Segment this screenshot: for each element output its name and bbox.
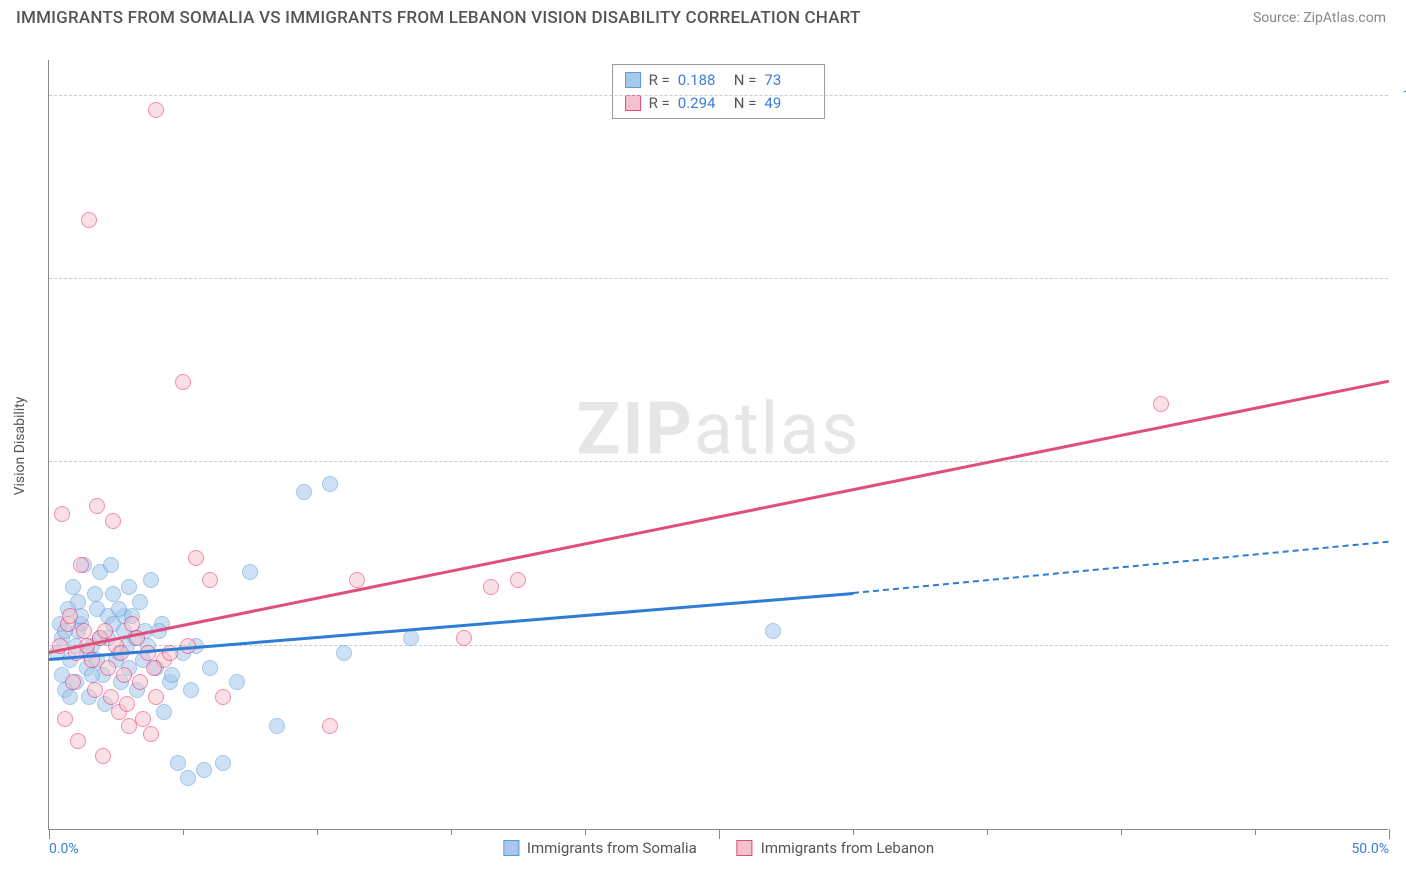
x-tick [1389,829,1390,839]
data-point [296,484,312,500]
x-tick-minor [585,829,586,835]
data-point [164,667,180,683]
data-point [180,770,196,786]
data-point [202,660,218,676]
data-point [105,513,121,529]
data-point [215,755,231,771]
data-point [76,623,92,639]
data-point [148,689,164,705]
data-point [269,718,285,734]
y-tick-label: 10.0% [1402,88,1406,104]
x-tick-minor [987,829,988,835]
data-point [349,572,365,588]
data-point [62,608,78,624]
x-tick [49,829,50,839]
data-point [105,586,121,602]
gridline [49,278,1388,279]
x-tick [719,829,720,839]
data-point [1153,396,1169,412]
data-point [116,667,132,683]
data-point [103,557,119,573]
data-point [70,733,86,749]
data-point [84,667,100,683]
data-point [135,711,151,727]
data-point [132,674,148,690]
data-point [65,674,81,690]
gridline [49,95,1388,96]
data-point [124,616,140,632]
data-point [87,682,103,698]
data-point [100,660,116,676]
data-point [242,564,258,580]
legend-label: Immigrants from Somalia [527,839,697,857]
data-point [132,594,148,610]
x-tick-minor [1255,829,1256,835]
data-point [146,660,162,676]
data-point [111,601,127,617]
data-point [765,623,781,639]
legend-swatch [503,840,519,856]
legend-stat-row: R =0.188N =73 [625,69,813,92]
data-point [202,572,218,588]
stats-legend: R =0.188N =73R =0.294N =49 [612,64,826,119]
data-point [322,718,338,734]
trend-line [49,379,1389,653]
data-point [215,689,231,705]
data-point [336,645,352,661]
data-point [97,623,113,639]
watermark: ZIPatlas [577,387,861,472]
legend-label: Immigrants from Lebanon [761,839,934,857]
data-point [403,630,419,646]
trend-line [853,541,1389,594]
data-point [456,630,472,646]
y-axis-label: Vision Disability [12,397,28,496]
data-point [65,579,81,595]
data-point [188,550,204,566]
data-point [54,506,70,522]
source-attribution: Source: ZipAtlas.com [1253,10,1386,26]
data-point [73,557,89,573]
scatter-chart: ZIPatlas R =0.188N =73R =0.294N =49 Immi… [48,60,1388,830]
data-point [62,689,78,705]
series-legend: Immigrants from Somalia Immigrants from L… [503,839,934,857]
chart-title: IMMIGRANTS FROM SOMALIA VS IMMIGRANTS FR… [16,8,861,28]
x-tick-minor [451,829,452,835]
data-point [183,682,199,698]
x-tick-label: 0.0% [49,841,79,857]
data-point [143,726,159,742]
data-point [170,755,186,771]
data-point [95,748,111,764]
x-tick-minor [317,829,318,835]
legend-item: Immigrants from Somalia [503,839,697,857]
data-point [156,704,172,720]
data-point [89,498,105,514]
data-point [483,579,499,595]
x-tick-minor [1121,829,1122,835]
data-point [119,696,135,712]
data-point [121,579,137,595]
x-tick-label: 50.0% [1351,841,1389,857]
data-point [57,711,73,727]
data-point [175,374,191,390]
x-tick-minor [183,829,184,835]
legend-swatch [625,95,641,111]
data-point [87,586,103,602]
legend-swatch [737,840,753,856]
gridline [49,645,1388,646]
data-point [196,762,212,778]
data-point [322,476,338,492]
gridline [49,461,1388,462]
legend-swatch [625,72,641,88]
legend-item: Immigrants from Lebanon [737,839,934,857]
data-point [143,572,159,588]
data-point [148,102,164,118]
data-point [229,674,245,690]
data-point [510,572,526,588]
data-point [140,645,156,661]
x-tick-minor [853,829,854,835]
data-point [103,689,119,705]
data-point [81,212,97,228]
